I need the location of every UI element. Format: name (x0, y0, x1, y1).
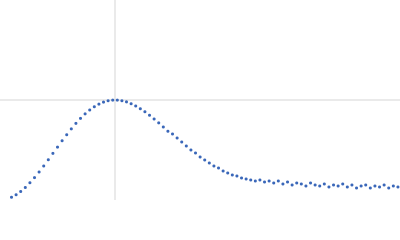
point (51, 151, 55, 155)
point (171, 132, 175, 136)
point (286, 180, 290, 184)
point (313, 183, 317, 187)
point (92, 105, 96, 109)
point (230, 173, 234, 177)
point (148, 113, 152, 117)
point (74, 121, 78, 125)
point (79, 116, 83, 120)
point (240, 176, 244, 180)
point (10, 195, 14, 199)
point (134, 104, 138, 108)
point (345, 185, 349, 189)
point (180, 140, 184, 144)
point (226, 171, 230, 175)
point (175, 136, 179, 140)
point (332, 183, 336, 187)
point (65, 133, 69, 137)
point (304, 184, 308, 188)
point (157, 121, 161, 125)
point (143, 110, 147, 114)
point (138, 107, 142, 111)
point (373, 184, 377, 188)
point (258, 178, 262, 182)
point (194, 151, 198, 155)
point (102, 100, 106, 104)
point (391, 184, 395, 188)
point (115, 98, 119, 102)
point (42, 164, 46, 168)
point (106, 99, 110, 103)
point (267, 179, 271, 183)
point (28, 181, 32, 185)
point (83, 112, 87, 116)
point (33, 176, 37, 180)
point (382, 183, 386, 187)
point (207, 161, 211, 165)
point (129, 102, 133, 106)
point (244, 177, 248, 181)
point (120, 99, 124, 103)
point (161, 125, 165, 129)
point (322, 182, 326, 186)
point (290, 183, 294, 187)
point (355, 186, 359, 190)
point (281, 182, 285, 186)
point (217, 166, 221, 170)
point (88, 108, 92, 112)
point (69, 127, 73, 131)
point (189, 148, 193, 152)
point (203, 158, 207, 162)
point (368, 186, 372, 190)
point (23, 186, 27, 189)
point (309, 181, 313, 185)
point (166, 129, 170, 133)
point (350, 183, 354, 187)
point (198, 155, 202, 159)
point (327, 185, 331, 189)
page: {"chart_data": {"type": "scatter", "colo… (0, 0, 400, 200)
point (336, 184, 340, 188)
point (97, 102, 101, 106)
point (272, 181, 276, 185)
point (125, 100, 129, 104)
point (253, 179, 257, 183)
point (396, 185, 400, 189)
point (184, 144, 188, 148)
point (56, 145, 60, 149)
point (221, 169, 225, 173)
point (249, 178, 253, 182)
point (60, 139, 64, 143)
point (341, 182, 345, 186)
point (299, 182, 303, 186)
point (235, 174, 239, 178)
point (14, 193, 18, 197)
point (152, 117, 156, 121)
point (387, 186, 391, 190)
point (378, 185, 382, 189)
point (318, 184, 322, 188)
chart (0, 0, 400, 200)
point (359, 184, 363, 188)
point (276, 179, 280, 183)
point (46, 158, 50, 162)
point (19, 190, 23, 193)
point (111, 98, 115, 102)
point (364, 183, 368, 187)
point (212, 164, 216, 168)
point (263, 180, 267, 184)
point (295, 181, 299, 185)
point (37, 170, 41, 174)
